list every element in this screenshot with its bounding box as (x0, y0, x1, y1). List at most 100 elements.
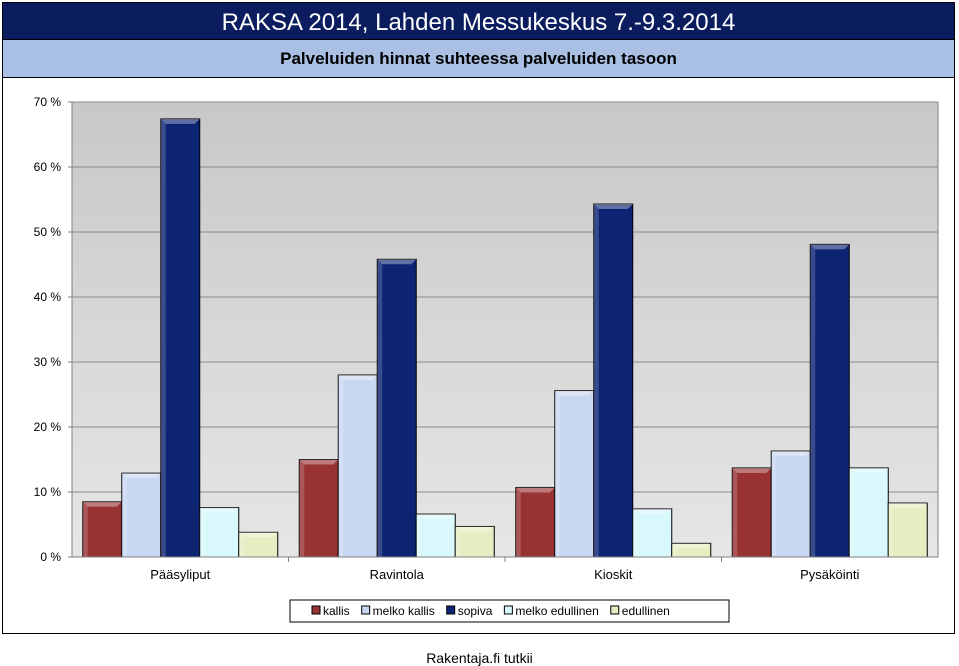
x-tick-label: Ravintola (370, 567, 425, 582)
bar-bevel (238, 532, 278, 538)
bar-body (82, 501, 123, 558)
legend: kallis melko kallis sopiva melko edullinen e… (289, 599, 730, 623)
bar-body (515, 486, 556, 558)
bar-bevel (554, 390, 594, 396)
bar-bevel (632, 508, 672, 514)
bar-bevel (515, 487, 521, 557)
bar-bevel (199, 507, 205, 557)
bar-bevel (888, 503, 928, 509)
bar-bevel (377, 259, 383, 557)
bar (593, 203, 634, 558)
bar-bevel (849, 467, 889, 473)
legend-item: melko kallis (361, 604, 435, 618)
x-axis: Pääsyliput Ravintola Kioskit Pysäköinti (72, 556, 938, 582)
bar-bevel (338, 375, 344, 557)
bar (671, 542, 712, 558)
bar (515, 486, 556, 558)
bar-body (199, 507, 240, 558)
bar-bevel (416, 514, 456, 520)
bar-bevel (82, 501, 122, 507)
x-tick-label: Pysäköinti (800, 567, 859, 582)
legend-item: sopiva (446, 604, 493, 618)
y-tick-label: 10 % (34, 485, 62, 499)
bar (632, 508, 673, 558)
footer-text: Rakentaja.fi tutkii (426, 650, 533, 666)
bar-bevel (849, 467, 855, 557)
bar (848, 467, 889, 558)
bar-bevel (771, 451, 777, 557)
bar-bevel (160, 118, 200, 124)
bar-body (809, 243, 850, 558)
bar-bevel (732, 467, 738, 557)
bar-body (454, 525, 495, 558)
legend-swatch (446, 605, 456, 615)
bar-bevel (82, 501, 88, 557)
bar-body (554, 390, 595, 558)
legend-swatch (503, 605, 513, 615)
x-tick-label: Pääsyliput (150, 567, 210, 582)
legend-label: kallis (323, 604, 350, 618)
bar-body (731, 467, 772, 558)
bar-bevel (377, 259, 417, 265)
bar-body (160, 118, 201, 558)
bar-bevel (121, 473, 127, 557)
bar-bevel (338, 375, 378, 380)
bar-body (887, 502, 928, 558)
bar-bevel (199, 507, 239, 513)
bar-bevel (455, 526, 461, 557)
bar-body (376, 258, 417, 558)
bar-body (121, 472, 162, 558)
bar (415, 513, 456, 558)
y-tick-label: 40 % (34, 290, 62, 304)
legend-swatch (610, 605, 620, 615)
y-tick-label: 70 % (34, 95, 62, 109)
bar-body (337, 374, 378, 558)
bar-bevel (515, 487, 555, 493)
bar (337, 374, 378, 558)
bar (887, 502, 928, 558)
bars (82, 118, 928, 558)
bar (731, 467, 772, 558)
bar-bevel (299, 459, 305, 557)
legend-item: edullinen (610, 604, 670, 618)
legend-label: melko edullinen (515, 604, 598, 618)
y-tick-label: 50 % (34, 225, 62, 239)
bar-body (298, 459, 339, 558)
bar-body (593, 203, 634, 558)
legend-label: edullinen (622, 604, 670, 618)
bar (238, 531, 279, 558)
y-axis: 0 % 10 % 20 % 30 % 40 % 50 % 60 % 70 % (34, 95, 72, 564)
legend-item: kallis (311, 604, 350, 618)
bar (82, 501, 123, 558)
title-band: RAKSA 2014, Lahden Messukeskus 7.-9.3.20… (2, 2, 955, 40)
y-tick-label: 60 % (34, 160, 62, 174)
bar-bevel (121, 473, 161, 479)
bar-bevel (238, 532, 244, 557)
bar (770, 450, 811, 558)
bar-bevel (455, 526, 495, 532)
bar (376, 258, 417, 558)
bar (160, 118, 201, 558)
chart-subtitle: Palveluiden hinnat suhteessa palveluiden… (280, 49, 677, 68)
legend-swatch (361, 605, 371, 615)
bar-bevel (593, 204, 599, 558)
bar (809, 243, 850, 558)
bar-bevel (593, 204, 633, 210)
bar-bevel (160, 118, 166, 558)
bar-body (632, 508, 673, 558)
bar (199, 507, 240, 558)
bar-body (415, 513, 456, 558)
legend-item: melko edullinen (503, 604, 599, 618)
bar (121, 472, 162, 558)
bar-body (848, 467, 889, 558)
bar (554, 390, 595, 558)
bar-bevel (888, 503, 894, 557)
bar-bevel (632, 508, 638, 557)
chart-title: RAKSA 2014, Lahden Messukeskus 7.-9.3.20… (221, 9, 736, 36)
bar-body (238, 531, 279, 558)
bar-bevel (554, 390, 560, 557)
bar (298, 459, 339, 558)
gridlines (72, 101, 938, 493)
legend-label: sopiva (458, 604, 493, 618)
